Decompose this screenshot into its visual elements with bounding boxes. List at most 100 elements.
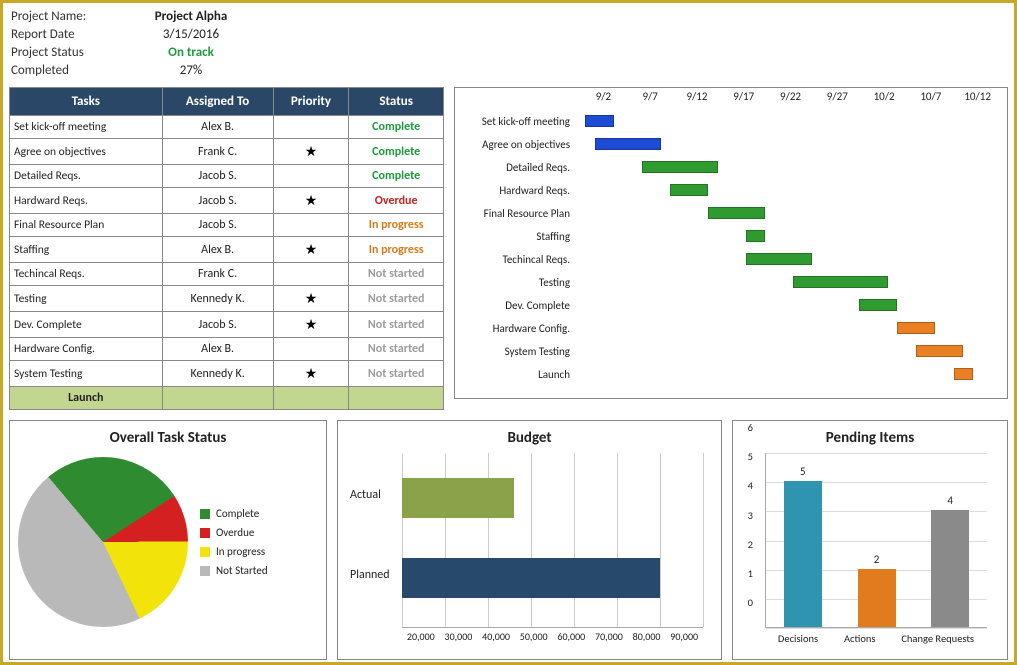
task-row[interactable]: Techincal Reqs.Frank C.Not started bbox=[10, 263, 444, 286]
gantt-row: Agree on objectives bbox=[461, 133, 1001, 156]
budget-bar-label: Planned bbox=[350, 568, 390, 582]
gantt-tick: 9/17 bbox=[720, 90, 767, 106]
task-col-header: Assigned To bbox=[162, 88, 273, 116]
legend-label: Complete bbox=[216, 507, 259, 520]
task-row[interactable]: Hardward Reqs.Jacob S.★Overdue bbox=[10, 188, 444, 214]
pending-bar-label: Change Requests bbox=[901, 632, 974, 645]
gantt-bar bbox=[746, 230, 765, 242]
legend-swatch bbox=[200, 566, 210, 576]
gantt-tick: 9/27 bbox=[814, 90, 861, 106]
task-row[interactable]: TestingKennedy K. ★ Not started bbox=[10, 286, 444, 312]
star-icon: ★ bbox=[305, 192, 318, 209]
task-assigned-cell: Kennedy K. bbox=[162, 361, 273, 387]
task-priority-cell: ★ bbox=[273, 361, 349, 387]
pending-panel: Pending Items 0123456 524 DecisionsActio… bbox=[732, 420, 1008, 660]
task-name-cell: Staffing bbox=[10, 237, 163, 263]
task-name-cell: Set kick-off meeting bbox=[10, 116, 163, 139]
gantt-tick: 9/7 bbox=[627, 90, 674, 106]
gantt-row: Set kick-off meeting bbox=[461, 110, 1001, 133]
budget-bar bbox=[402, 478, 514, 518]
pending-bar: 5 bbox=[784, 481, 822, 627]
task-status-cell: Overdue bbox=[349, 188, 444, 214]
legend-item: Complete bbox=[200, 507, 268, 520]
task-row[interactable]: Detailed Reqs.Jacob S.Complete bbox=[10, 165, 444, 188]
task-name-cell: Testing bbox=[10, 286, 163, 312]
gantt-row: Hardward Reqs. bbox=[461, 179, 1001, 202]
budget-tick: 30,000 bbox=[440, 630, 478, 643]
gantt-row-label: Hardware Config. bbox=[461, 322, 576, 335]
legend-swatch bbox=[200, 547, 210, 557]
project-info: Project Name: Project Alpha Report Date … bbox=[11, 7, 1008, 79]
star-icon: ★ bbox=[305, 290, 318, 307]
pending-ytick: 6 bbox=[741, 421, 753, 434]
pending-title: Pending Items bbox=[741, 429, 999, 447]
task-priority-cell: ★ bbox=[273, 237, 349, 263]
gantt-row-label: Dev. Complete bbox=[461, 299, 576, 312]
task-status-cell: Complete bbox=[349, 139, 444, 165]
task-row[interactable]: StaffingAlex B.★In progress bbox=[10, 237, 444, 263]
legend-item: Not Started bbox=[200, 564, 268, 577]
task-name-cell: Detailed Reqs. bbox=[10, 165, 163, 188]
task-row[interactable]: Final Resource PlanJacob S.In progress bbox=[10, 214, 444, 237]
project-status-label: Project Status bbox=[11, 45, 141, 60]
gantt-tick: 10/12 bbox=[954, 90, 1001, 106]
project-name-value: Project Alpha bbox=[141, 9, 241, 24]
task-status-cell: Not started bbox=[349, 286, 444, 312]
gantt-row-label: Agree on objectives bbox=[461, 138, 576, 151]
pending-bar: 4 bbox=[931, 510, 969, 627]
task-row[interactable]: Agree on objectivesFrank C.★Complete bbox=[10, 139, 444, 165]
budget-panel: Budget ActualPlanned 20,00030,00040,0005… bbox=[337, 420, 722, 660]
launch-row[interactable]: Launch bbox=[10, 387, 444, 410]
legend-swatch bbox=[200, 528, 210, 538]
task-assigned-cell: Alex B. bbox=[162, 237, 273, 263]
project-status-value: On track bbox=[141, 45, 241, 60]
task-priority-cell bbox=[273, 263, 349, 286]
task-assigned-cell: Alex B. bbox=[162, 338, 273, 361]
budget-tick: 50,000 bbox=[515, 630, 553, 643]
task-col-header: Status bbox=[349, 88, 444, 116]
gantt-tick: 10/2 bbox=[861, 90, 908, 106]
gantt-bar bbox=[708, 207, 765, 219]
gantt-bar bbox=[746, 253, 812, 265]
task-row[interactable]: System TestingKennedy K.★Not started bbox=[10, 361, 444, 387]
pending-ytick: 0 bbox=[741, 596, 753, 609]
task-name-cell: Techincal Reqs. bbox=[10, 263, 163, 286]
task-priority-cell: ★ bbox=[273, 286, 349, 312]
pending-bar: 2 bbox=[858, 569, 896, 627]
task-assigned-cell: Kennedy K. bbox=[162, 286, 273, 312]
task-col-header: Tasks bbox=[10, 88, 163, 116]
task-name-cell: Hardward Reqs. bbox=[10, 188, 163, 214]
gantt-tick: 9/12 bbox=[674, 90, 721, 106]
gantt-bar bbox=[897, 322, 935, 334]
task-assigned-cell: Jacob S. bbox=[162, 165, 273, 188]
pie-chart bbox=[18, 457, 188, 627]
task-status-cell: In progress bbox=[349, 237, 444, 263]
task-status-cell: Not started bbox=[349, 263, 444, 286]
gantt-row: Testing bbox=[461, 271, 1001, 294]
star-icon: ★ bbox=[305, 316, 318, 333]
task-row[interactable]: Set kick-off meetingAlex B. Complete bbox=[10, 116, 444, 139]
legend-label: In progress bbox=[216, 545, 265, 558]
task-assigned-cell: Frank C. bbox=[162, 139, 273, 165]
gantt-bar bbox=[954, 368, 973, 380]
task-name-cell: Dev. Complete bbox=[10, 312, 163, 338]
legend-item: Overdue bbox=[200, 526, 268, 539]
budget-bar bbox=[402, 558, 660, 598]
budget-tick: 90,000 bbox=[665, 630, 703, 643]
task-status-cell: Complete bbox=[349, 116, 444, 139]
gantt-row: Detailed Reqs. bbox=[461, 156, 1001, 179]
gantt-row-label: System Testing bbox=[461, 345, 576, 358]
gantt-tick: 9/22 bbox=[767, 90, 814, 106]
task-priority-cell bbox=[273, 116, 349, 139]
pending-bar-value: 5 bbox=[784, 465, 822, 478]
pending-bar-value: 4 bbox=[931, 494, 969, 507]
task-assigned-cell: Alex B. bbox=[162, 116, 273, 139]
report-date-value: 3/15/2016 bbox=[141, 27, 241, 42]
budget-tick: 70,000 bbox=[590, 630, 628, 643]
gantt-bar bbox=[859, 299, 897, 311]
task-row[interactable]: Hardware Config.Alex B.Not started bbox=[10, 338, 444, 361]
task-row[interactable]: Dev. CompleteJacob S.★Not started bbox=[10, 312, 444, 338]
pending-ytick: 1 bbox=[741, 567, 753, 580]
gantt-row: Final Resource Plan bbox=[461, 202, 1001, 225]
project-name-label: Project Name: bbox=[11, 9, 141, 24]
